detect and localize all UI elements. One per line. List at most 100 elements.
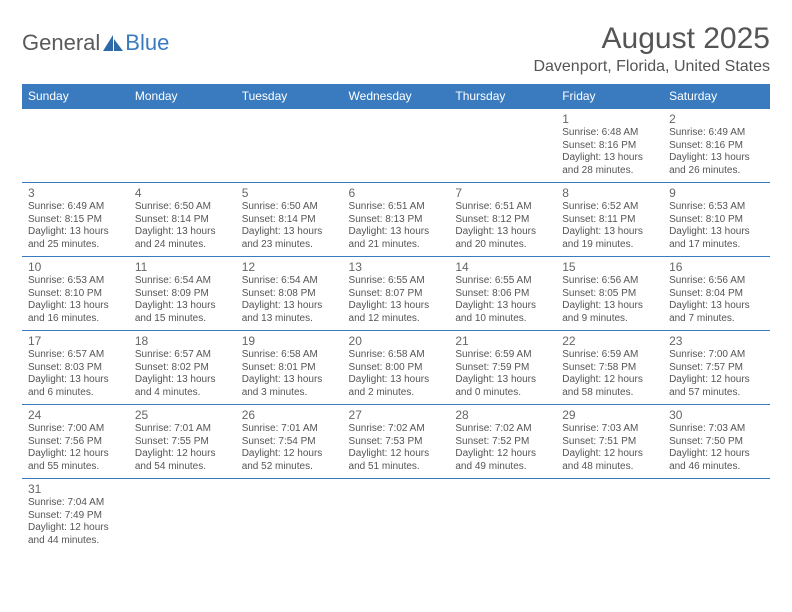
daylight-text: and 23 minutes. <box>242 239 337 252</box>
sunrise-text: Sunrise: 6:53 AM <box>28 275 123 288</box>
daylight-text: Daylight: 12 hours <box>669 448 764 461</box>
daylight-text: and 48 minutes. <box>562 461 657 474</box>
calendar-day: 18Sunrise: 6:57 AMSunset: 8:02 PMDayligh… <box>129 331 236 405</box>
calendar-week: 1Sunrise: 6:48 AM Sunset: 8:16 PMDaylight… <box>22 109 770 183</box>
calendar-day: 7Sunrise: 6:51 AMSunset: 8:12 PMDaylight… <box>449 183 556 257</box>
sunset-text: Sunset: 8:04 PM <box>669 288 764 301</box>
sunset-text: Sunset: 8:14 PM <box>242 214 337 227</box>
daylight-text: Daylight: 13 hours <box>349 374 444 387</box>
day-number: 18 <box>135 334 230 348</box>
calendar-day: 13Sunrise: 6:55 AMSunset: 8:07 PMDayligh… <box>343 257 450 331</box>
day-number: 13 <box>349 260 444 274</box>
sunrise-text: Sunrise: 6:56 AM <box>562 275 657 288</box>
daylight-text: Daylight: 13 hours <box>349 300 444 313</box>
daylight-text: and 49 minutes. <box>455 461 550 474</box>
calendar-day: 25Sunrise: 7:01 AMSunset: 7:55 PMDayligh… <box>129 405 236 479</box>
sunrise-text: Sunrise: 6:58 AM <box>242 349 337 362</box>
sunrise-text: Sunrise: 7:01 AM <box>135 423 230 436</box>
daylight-text: Daylight: 13 hours <box>562 226 657 239</box>
sunset-text: Sunset: 8:13 PM <box>349 214 444 227</box>
daylight-text: and 9 minutes. <box>562 313 657 326</box>
sunset-text: Sunset: 8:03 PM <box>28 362 123 375</box>
daylight-text: and 21 minutes. <box>349 239 444 252</box>
calendar-day: 5Sunrise: 6:50 AMSunset: 8:14 PMDaylight… <box>236 183 343 257</box>
calendar-day: 16Sunrise: 6:56 AMSunset: 8:04 PMDayligh… <box>663 257 770 331</box>
daylight-text: Daylight: 13 hours <box>135 300 230 313</box>
daylight-text: Daylight: 13 hours <box>455 374 550 387</box>
sunrise-text: Sunrise: 6:59 AM <box>455 349 550 362</box>
daylight-text: Daylight: 13 hours <box>455 226 550 239</box>
daylight-text: and 15 minutes. <box>135 313 230 326</box>
calendar-day: 4Sunrise: 6:50 AMSunset: 8:14 PMDaylight… <box>129 183 236 257</box>
calendar-day: 17Sunrise: 6:57 AMSunset: 8:03 PMDayligh… <box>22 331 129 405</box>
sunset-text: Sunset: 8:07 PM <box>349 288 444 301</box>
calendar-day-empty <box>343 109 450 183</box>
calendar-day-empty <box>449 479 556 553</box>
sunrise-text: Sunrise: 7:02 AM <box>349 423 444 436</box>
sunrise-text: Sunrise: 6:48 AM <box>562 127 657 140</box>
daylight-text: and 44 minutes. <box>28 535 123 548</box>
day-number: 3 <box>28 186 123 200</box>
calendar-day: 19Sunrise: 6:58 AMSunset: 8:01 PMDayligh… <box>236 331 343 405</box>
calendar-day-empty <box>556 479 663 553</box>
calendar-day: 15Sunrise: 6:56 AMSunset: 8:05 PMDayligh… <box>556 257 663 331</box>
sunset-text: Sunset: 8:10 PM <box>669 214 764 227</box>
sunrise-text: Sunrise: 6:50 AM <box>135 201 230 214</box>
header: GeneralBlue August 2025 Davenport, Flori… <box>22 22 770 76</box>
sunrise-text: Sunrise: 7:03 AM <box>669 423 764 436</box>
day-header: Thursday <box>449 84 556 109</box>
calendar-day: 29Sunrise: 7:03 AMSunset: 7:51 PMDayligh… <box>556 405 663 479</box>
calendar-day: 12Sunrise: 6:54 AMSunset: 8:08 PMDayligh… <box>236 257 343 331</box>
sunset-text: Sunset: 8:05 PM <box>562 288 657 301</box>
daylight-text: and 17 minutes. <box>669 239 764 252</box>
day-number: 1 <box>562 112 657 126</box>
sunset-text: Sunset: 8:06 PM <box>455 288 550 301</box>
daylight-text: Daylight: 12 hours <box>28 522 123 535</box>
sunrise-text: Sunrise: 7:01 AM <box>242 423 337 436</box>
calendar-day: 26Sunrise: 7:01 AMSunset: 7:54 PMDayligh… <box>236 405 343 479</box>
daylight-text: Daylight: 13 hours <box>135 374 230 387</box>
sunset-text: Sunset: 8:14 PM <box>135 214 230 227</box>
day-number: 23 <box>669 334 764 348</box>
daylight-text: and 52 minutes. <box>242 461 337 474</box>
sunset-text: Sunset: 7:53 PM <box>349 436 444 449</box>
daylight-text: Daylight: 13 hours <box>669 152 764 165</box>
calendar-day: 1Sunrise: 6:48 AMSunset: 8:16 PMDaylight… <box>556 109 663 183</box>
daylight-text: and 46 minutes. <box>669 461 764 474</box>
sunrise-text: Sunrise: 7:00 AM <box>28 423 123 436</box>
daylight-text: Daylight: 12 hours <box>669 374 764 387</box>
calendar-day: 21Sunrise: 6:59 AMSunset: 7:59 PMDayligh… <box>449 331 556 405</box>
sunrise-text: Sunrise: 6:55 AM <box>455 275 550 288</box>
day-number: 26 <box>242 408 337 422</box>
calendar-header-row: SundayMondayTuesdayWednesdayThursdayFrid… <box>22 84 770 109</box>
daylight-text: and 0 minutes. <box>455 387 550 400</box>
daylight-text: Daylight: 13 hours <box>349 226 444 239</box>
sunrise-text: Sunrise: 6:59 AM <box>562 349 657 362</box>
calendar-day: 9Sunrise: 6:53 AMSunset: 8:10 PMDaylight… <box>663 183 770 257</box>
daylight-text: Daylight: 13 hours <box>242 226 337 239</box>
sunrise-text: Sunrise: 6:50 AM <box>242 201 337 214</box>
sunrise-text: Sunrise: 6:52 AM <box>562 201 657 214</box>
sunrise-text: Sunrise: 7:02 AM <box>455 423 550 436</box>
day-number: 14 <box>455 260 550 274</box>
sunrise-text: Sunrise: 7:00 AM <box>669 349 764 362</box>
sunrise-text: Sunrise: 6:54 AM <box>242 275 337 288</box>
sunset-text: Sunset: 8:01 PM <box>242 362 337 375</box>
sunset-text: Sunset: 7:50 PM <box>669 436 764 449</box>
sunset-text: Sunset: 8:11 PM <box>562 214 657 227</box>
daylight-text: and 28 minutes. <box>562 165 657 178</box>
daylight-text: Daylight: 13 hours <box>242 300 337 313</box>
calendar-day-empty <box>343 479 450 553</box>
sunrise-text: Sunrise: 6:51 AM <box>455 201 550 214</box>
daylight-text: and 55 minutes. <box>28 461 123 474</box>
daylight-text: and 54 minutes. <box>135 461 230 474</box>
title-block: August 2025 Davenport, Florida, United S… <box>533 22 770 76</box>
day-number: 8 <box>562 186 657 200</box>
daylight-text: and 20 minutes. <box>455 239 550 252</box>
sunrise-text: Sunrise: 6:55 AM <box>349 275 444 288</box>
sunset-text: Sunset: 8:16 PM <box>669 140 764 153</box>
calendar-week: 17Sunrise: 6:57 AMSunset: 8:03 PMDayligh… <box>22 331 770 405</box>
daylight-text: Daylight: 13 hours <box>28 226 123 239</box>
day-number: 5 <box>242 186 337 200</box>
calendar-day-empty <box>129 109 236 183</box>
